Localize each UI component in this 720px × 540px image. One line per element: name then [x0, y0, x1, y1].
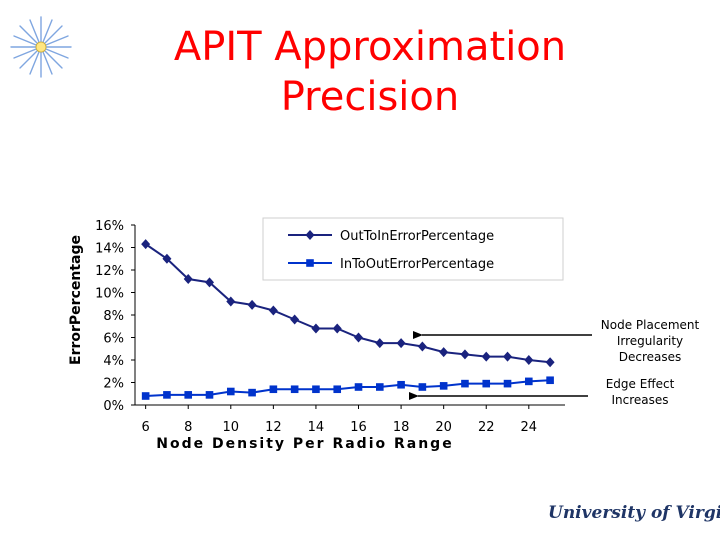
data-point: [503, 379, 512, 388]
slide-title: APIT Approximation Precision: [130, 22, 610, 122]
data-point: [312, 385, 320, 394]
data-point: [354, 383, 363, 391]
legend-swatch-marker: [305, 230, 315, 240]
y-tick-label: 8%: [103, 309, 124, 324]
annotation-line: Node Placement: [600, 318, 700, 332]
x-axis-title: Node Density Per Radio Range: [156, 436, 453, 452]
chart: ErrorPercentage 0% 2% 4% 6% 8% 10% 12% 14% 16% 6…: [68, 217, 565, 452]
annotation-line: Increases: [611, 393, 669, 407]
legend-entry: OutToInErrorPercentage: [288, 229, 494, 244]
y-tick-label: 16%: [95, 219, 124, 234]
x-tick-label: 22: [478, 420, 495, 435]
data-point: [417, 341, 427, 352]
data-point: [439, 382, 448, 390]
slide-title-line-2: Precision: [280, 74, 460, 120]
x-tick-label: 14: [308, 420, 325, 435]
legend-entry: InToOutErrorPercentage: [288, 257, 494, 272]
y-tick-label: 6%: [103, 332, 124, 347]
data-point: [162, 253, 172, 264]
y-tick-label: 0%: [103, 399, 124, 414]
slide-title-line-1: APIT Approximation: [173, 24, 567, 70]
data-point: [503, 351, 513, 362]
data-point: [525, 377, 533, 386]
data-point: [545, 357, 555, 368]
legend-label: OutToInErrorPercentage: [340, 229, 494, 244]
data-point: [247, 299, 257, 310]
data-point: [396, 338, 406, 349]
data-point: [418, 383, 427, 391]
x-tick-label: 24: [521, 420, 538, 435]
data-point: [269, 385, 278, 394]
data-point: [268, 305, 278, 316]
data-point: [524, 355, 534, 365]
data-point: [376, 383, 384, 391]
data-point: [311, 323, 321, 334]
series-OutToInErrorPercentage: [141, 239, 555, 368]
data-point: [439, 347, 449, 358]
x-tick-label: 18: [393, 420, 410, 435]
data-point: [333, 385, 342, 394]
y-tick-label: 4%: [103, 354, 124, 369]
data-point: [248, 388, 256, 397]
annotation-line: Decreases: [618, 350, 682, 364]
data-point: [354, 332, 364, 343]
y-axis: 0% 2% 4% 6% 8% 10% 12% 14% 16%: [95, 219, 136, 414]
data-point: [141, 392, 150, 400]
annotation-line: Edge Effect: [605, 377, 675, 391]
data-point: [184, 391, 193, 399]
data-point: [226, 296, 236, 307]
legend-label: InToOutErrorPercentage: [340, 257, 494, 272]
starburst-icon: [10, 16, 72, 78]
series-InToOutErrorPercentage: [141, 376, 554, 400]
legend-swatch-marker: [306, 259, 314, 267]
data-point: [482, 379, 491, 388]
x-tick-label: 16: [350, 420, 367, 435]
annotation-line: Irregularity: [616, 334, 684, 348]
legend-box: [262, 217, 564, 281]
x-axis: 6 8 10 12 14 16 18 20 22 24: [135, 404, 565, 435]
data-point: [205, 391, 214, 399]
data-point: [226, 387, 235, 396]
data-point: [481, 351, 491, 362]
annotation-edge-effect: Edge Effect Increases: [590, 376, 690, 408]
y-tick-label: 12%: [95, 264, 124, 279]
x-tick-label: 8: [184, 420, 192, 435]
data-point: [375, 338, 385, 349]
y-tick-label: 2%: [103, 377, 124, 392]
x-tick-label: 10: [223, 420, 240, 435]
data-point: [332, 323, 342, 334]
data-point: [141, 239, 151, 250]
data-point: [546, 376, 554, 385]
x-tick-label: 6: [142, 420, 150, 435]
data-point: [460, 349, 470, 360]
data-point: [183, 274, 193, 284]
x-tick-label: 12: [265, 420, 282, 435]
x-tick-label: 20: [435, 420, 452, 435]
data-point: [397, 380, 405, 389]
data-point: [461, 379, 469, 388]
data-point: [290, 385, 299, 394]
data-point: [205, 277, 215, 288]
data-point: [290, 314, 300, 325]
university-logo: University of Virginia: [548, 503, 720, 523]
annotation-node-placement: Node Placement Irregularity Decreases: [594, 317, 706, 365]
y-tick-label: 14%: [95, 242, 124, 257]
y-tick-label: 10%: [95, 287, 124, 302]
series-layer: [141, 239, 555, 400]
y-axis-title: ErrorPercentage: [68, 235, 84, 365]
chart-legend: OutToInErrorPercentage InToOutErrorPercen…: [262, 217, 564, 281]
data-point: [163, 391, 171, 399]
